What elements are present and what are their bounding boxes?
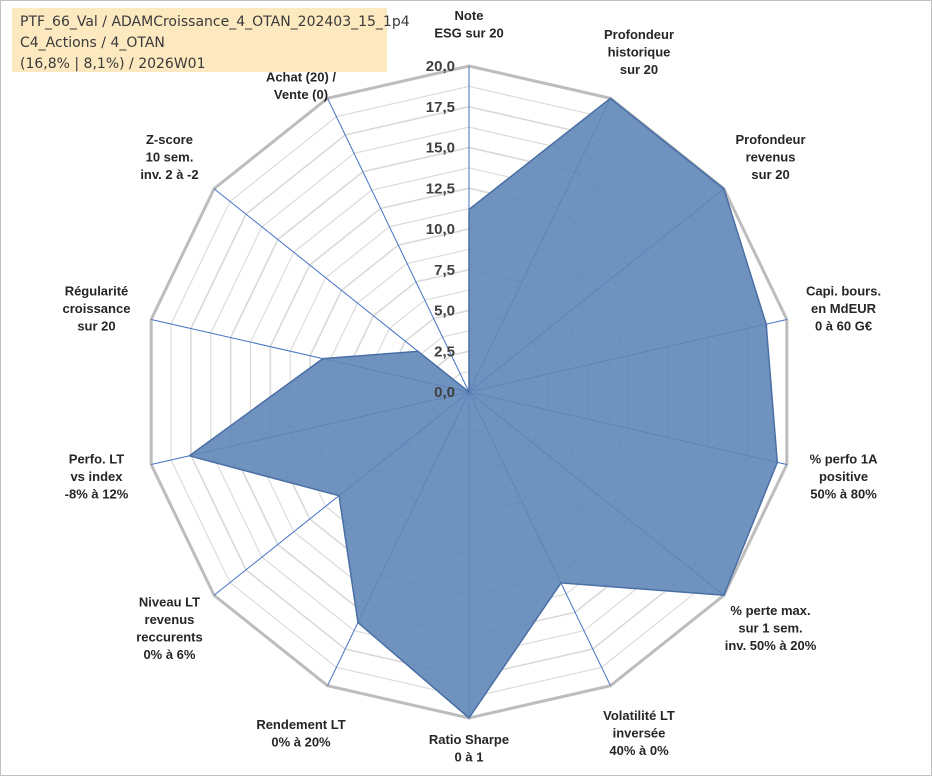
axis-label-line: 0 à 60 G€ xyxy=(815,318,872,333)
series-point xyxy=(723,188,725,190)
axis-label-line: revenus xyxy=(145,612,195,627)
series-point xyxy=(417,350,419,352)
axis-label-line: positive xyxy=(819,469,868,484)
series-point xyxy=(322,358,324,360)
axis-label-9: Niveau LT revenus reccurents 0% à 6% xyxy=(136,594,202,662)
axis-label-line: Niveau LT xyxy=(139,594,200,609)
tick-label: 15,0 xyxy=(426,140,455,157)
tick-label: 20,0 xyxy=(426,58,455,75)
title-line-2: C4_Actions / 4_OTAN xyxy=(20,35,165,51)
series-point xyxy=(560,582,562,584)
axis-label-line: % perfo 1A xyxy=(810,452,879,467)
axis-label-6: Volatilité LT inversée 40% à 0% xyxy=(603,708,675,758)
axis-label-line: Achat (20) / xyxy=(266,70,336,85)
series-point xyxy=(468,391,470,393)
axis-label-line: Capi. bours. xyxy=(806,283,881,298)
axis-label-line: croissance xyxy=(63,301,131,316)
axis-label-line: inv. 2 à -2 xyxy=(140,167,198,182)
axis-label-5: % perte max. sur 1 sem. inv. 50% à 20% xyxy=(725,603,817,653)
axis-label-2: Profondeur revenus sur 20 xyxy=(736,132,806,182)
tick-label: 2,5 xyxy=(434,343,455,360)
axis-label-line: Perfo. LT xyxy=(69,452,124,467)
axis-label-line: 0% à 6% xyxy=(143,647,195,662)
tick-labels: 0,0 2,5 5,0 7,5 10,0 12,5 15,0 17,5 20,0 xyxy=(426,58,455,401)
series-point xyxy=(468,717,470,719)
axis-label-line: vs index xyxy=(70,469,123,484)
axis-label-line: revenus xyxy=(746,149,796,164)
spoke xyxy=(327,98,470,393)
axis-label-0: Note ESG sur 20 xyxy=(434,8,503,41)
axis-label-line: -8% à 12% xyxy=(65,487,129,502)
title-line-3: (16,8% | 8,1%) / 2026W01 xyxy=(20,56,206,72)
axis-label-line: sur 20 xyxy=(77,318,115,333)
axis-label-line: Rendement LT xyxy=(256,717,345,732)
series-point xyxy=(723,594,725,596)
axis-label-line: Z-score xyxy=(146,132,193,147)
axis-label-8: Rendement LT 0% à 20% xyxy=(256,717,345,750)
axis-label-line: sur 1 sem. xyxy=(738,621,802,636)
axis-label-3: Capi. bours. en MdEUR 0 à 60 G€ xyxy=(806,283,881,333)
axis-label-line: % perte max. xyxy=(730,603,810,618)
axis-label-line: inv. 50% à 20% xyxy=(725,638,817,653)
axis-label-line: en MdEUR xyxy=(811,301,877,316)
series-layer xyxy=(187,97,779,720)
series-point xyxy=(765,323,767,325)
axis-label-line: historique xyxy=(608,44,671,59)
axis-label-line: reccurents xyxy=(136,629,202,644)
series-point xyxy=(357,622,359,624)
axis-label-line: inversée xyxy=(613,726,666,741)
axis-label-line: ESG sur 20 xyxy=(434,26,503,41)
series-point xyxy=(776,461,778,463)
axis-label-line: 0% à 20% xyxy=(271,734,331,749)
axis-label-line: 10 sem. xyxy=(146,149,194,164)
title-box xyxy=(12,8,387,72)
axis-label-11: Régularité croissance sur 20 xyxy=(63,283,131,333)
axis-label-line: sur 20 xyxy=(620,62,658,77)
axis-label-line: Régularité xyxy=(65,283,129,298)
tick-label: 10,0 xyxy=(426,221,455,238)
tick-label: 7,5 xyxy=(434,262,455,279)
axis-label-line: 40% à 0% xyxy=(609,743,669,758)
series-point xyxy=(609,97,611,99)
axis-label-10: Perfo. LT vs index -8% à 12% xyxy=(65,452,129,502)
axis-label-line: Vente (0) xyxy=(274,87,328,102)
axis-label-line: 0 à 1 xyxy=(455,750,484,765)
series-point xyxy=(468,208,470,210)
title-line-1: PTF_66_Val / ADAMCroissance_4_OTAN_20240… xyxy=(20,14,410,30)
axis-label-line: Ratio Sharpe xyxy=(429,732,509,747)
series-point xyxy=(188,455,190,457)
axis-label-line: Note xyxy=(455,8,484,23)
axis-label-line: Profondeur xyxy=(604,27,674,42)
axis-label-4: % perfo 1A positive 50% à 80% xyxy=(810,452,879,502)
axis-label-1: Profondeur historique sur 20 xyxy=(604,27,674,77)
axis-label-line: Profondeur xyxy=(736,132,806,147)
tick-label: 12,5 xyxy=(426,180,455,197)
axis-label-line: Volatilité LT xyxy=(603,708,675,723)
axis-label-line: 50% à 80% xyxy=(810,487,877,502)
tick-label: 17,5 xyxy=(426,99,455,116)
axis-labels: Note ESG sur 20 Profondeur historique sur 20… xyxy=(63,8,882,765)
series-point xyxy=(338,495,340,497)
axis-label-12: Z-score 10 sem. inv. 2 à -2 xyxy=(140,132,198,182)
axis-label-7: Ratio Sharpe 0 à 1 xyxy=(429,732,509,765)
tick-label: 0,0 xyxy=(434,384,455,401)
tick-label: 5,0 xyxy=(434,303,455,320)
axis-label-line: sur 20 xyxy=(751,167,789,182)
